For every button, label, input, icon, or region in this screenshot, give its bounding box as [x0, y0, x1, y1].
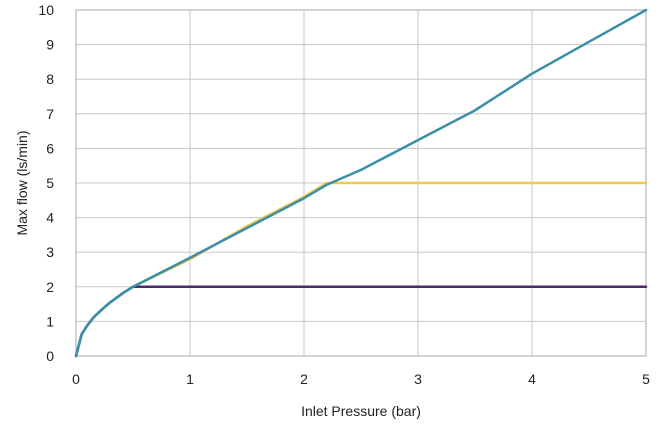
series-line-1 — [74, 181, 648, 358]
y-tick-label: 1 — [46, 313, 54, 329]
y-tick-label: 8 — [46, 71, 54, 87]
x-tick-label: 2 — [300, 371, 308, 387]
x-tick-label: 5 — [642, 371, 650, 387]
y-tick-label: 0 — [46, 348, 54, 364]
y-tick-label: 3 — [46, 244, 54, 260]
y-axis-ticks: 0 1 2 3 4 5 6 7 8 9 10 — [38, 2, 54, 364]
x-axis-ticks: 0 1 2 3 4 5 — [72, 371, 650, 387]
x-tick-label: 0 — [72, 371, 80, 387]
y-tick-label: 5 — [46, 175, 54, 191]
x-axis-label: Inlet Pressure (bar) — [301, 403, 421, 419]
x-tick-label: 4 — [528, 371, 536, 387]
y-tick-label: 9 — [46, 37, 54, 53]
y-tick-label: 7 — [46, 106, 54, 122]
y-tick-label: 2 — [46, 279, 54, 295]
y-tick-label: 10 — [38, 2, 54, 18]
x-tick-label: 3 — [414, 371, 422, 387]
y-tick-label: 4 — [46, 210, 54, 226]
series-layer — [74, 8, 648, 358]
series-line-3 — [74, 8, 648, 358]
y-axis-label: Max flow (ls/min) — [14, 130, 30, 235]
y-tick-label: 6 — [46, 140, 54, 156]
x-tick-label: 1 — [186, 371, 194, 387]
